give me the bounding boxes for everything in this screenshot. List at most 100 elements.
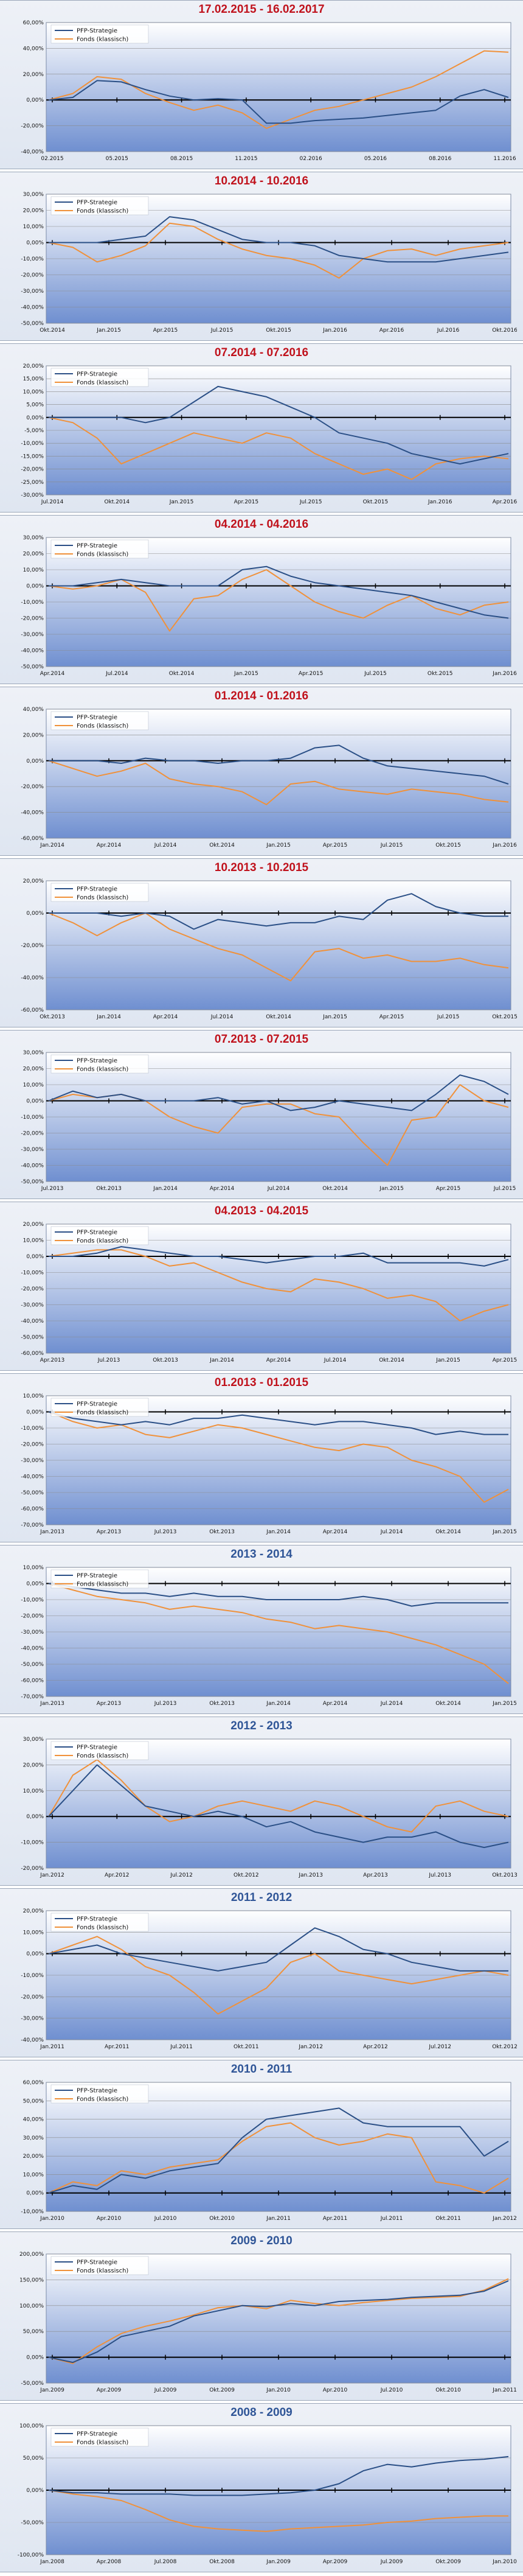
chart-title: 2013 - 2014 bbox=[230, 1548, 293, 1561]
series-line-fonds bbox=[48, 1583, 509, 1684]
x-tick-label: Jan.2014 bbox=[266, 1529, 291, 1535]
y-tick-label: -60,00% bbox=[21, 1007, 44, 1013]
y-tick-label: 150,00% bbox=[19, 2277, 44, 2283]
x-tick-label: Jan.2009 bbox=[40, 2387, 64, 2393]
y-tick-label: 5,00% bbox=[26, 402, 44, 408]
y-tick-label: -50,00% bbox=[21, 321, 44, 327]
x-tick-label: 11.2016 bbox=[493, 156, 516, 162]
chart-panel: 2013 - 2014 10,00% 0,00% -10,00% -20,00% -30,… bbox=[0, 1545, 523, 1714]
y-tick-label: -20,00% bbox=[21, 784, 44, 790]
x-tick-label: Apr.2011 bbox=[105, 2044, 130, 2050]
x-tick-label: Okt.2015 bbox=[492, 1014, 517, 1020]
y-tick-label: -20,00% bbox=[21, 1442, 44, 1448]
y-tick-label: -40,00% bbox=[21, 2037, 44, 2043]
y-tick-label: 0,00% bbox=[26, 2355, 44, 2361]
legend-label: Fonds (klassisch) bbox=[77, 2440, 128, 2446]
legend-label: Fonds (klassisch) bbox=[77, 723, 128, 730]
chart-title: 17.02.2015 - 16.02.2017 bbox=[198, 3, 325, 16]
legend-label: PFP-Strategie bbox=[77, 715, 117, 721]
legend-box bbox=[50, 368, 149, 387]
chart-panel: 01.2014 - 01.2016 40,00% 20,00% 0,00% -20,00… bbox=[0, 687, 523, 856]
legend-box bbox=[50, 24, 149, 44]
y-tick-label: 20,00% bbox=[23, 732, 44, 738]
legend-label: Fonds (klassisch) bbox=[77, 2268, 128, 2275]
series-line-fonds bbox=[48, 1249, 509, 1321]
x-tick-label: Jan.2014 bbox=[40, 842, 64, 849]
x-tick-label: Apr.2015 bbox=[153, 327, 178, 334]
x-tick-label: Jan.2009 bbox=[266, 2559, 291, 2565]
chart-panel: 2009 - 2010 200,00% 150,00% 100,00% 50,00% 0,… bbox=[0, 2231, 523, 2401]
series-line-fonds bbox=[48, 1759, 509, 1833]
series-line-fonds bbox=[48, 2122, 509, 2194]
legend-box bbox=[50, 711, 149, 730]
x-tick-label: Okt.2011 bbox=[234, 2044, 259, 2050]
x-tick-label: Jul.2013 bbox=[41, 1186, 64, 1192]
x-tick-label: Apr.2014 bbox=[266, 1357, 291, 1363]
x-tick-label: Okt.2009 bbox=[209, 2387, 235, 2393]
x-tick-label: Apr.2013 bbox=[363, 1872, 388, 1878]
series-line-pfp bbox=[48, 2455, 509, 2496]
x-tick-label: Jul.2010 bbox=[154, 2216, 177, 2222]
series-line-pfp bbox=[49, 216, 509, 263]
series-line-pfp bbox=[48, 2280, 509, 2364]
x-tick-label: 08.2016 bbox=[429, 156, 451, 162]
plot-area bbox=[46, 1738, 511, 1869]
x-tick-label: Jan.2014 bbox=[209, 1357, 234, 1363]
legend-label: Fonds (klassisch) bbox=[77, 1581, 128, 1588]
x-tick-label: Apr.2009 bbox=[323, 2559, 348, 2565]
y-tick-label: 20,00% bbox=[23, 2154, 44, 2160]
y-tick-label: 20,00% bbox=[23, 1222, 44, 1228]
chart-panel: 17.02.2015 - 16.02.2017 60,00% 40,00% 20,00… bbox=[0, 0, 523, 169]
series-line-pfp bbox=[48, 1764, 509, 1849]
x-tick-label: Jul.2015 bbox=[299, 499, 322, 505]
chart-title: 10.2013 - 10.2015 bbox=[214, 861, 309, 874]
legend: PFP-Strategie Fonds (klassisch) bbox=[50, 711, 149, 730]
y-tick-label: 0,00% bbox=[26, 2488, 44, 2494]
series-line-fonds bbox=[48, 912, 509, 982]
chart-title: 07.2013 - 07.2015 bbox=[214, 1033, 309, 1046]
y-tick-label: -10,00% bbox=[21, 1426, 44, 1432]
x-tick-label: Apr.2012 bbox=[105, 1872, 130, 1878]
y-tick-label: -30,00% bbox=[21, 2016, 44, 2022]
legend-label: Fonds (klassisch) bbox=[77, 1410, 128, 1416]
x-tick-label: Okt.2014 bbox=[104, 499, 130, 505]
y-tick-label: -70,00% bbox=[21, 1694, 44, 1700]
chart-title: 07.2014 - 07.2016 bbox=[214, 346, 309, 359]
legend-label: Fonds (klassisch) bbox=[77, 551, 128, 558]
x-tick-label: Jul.2012 bbox=[428, 2044, 451, 2050]
x-tick-label: Jan.2013 bbox=[298, 1872, 323, 1878]
y-tick-label: 20,00% bbox=[23, 363, 44, 369]
y-tick-label: -10,00% bbox=[21, 256, 44, 262]
legend-label: PFP-Strategie bbox=[77, 200, 117, 206]
x-tick-label: Jul.2015 bbox=[364, 671, 387, 677]
y-tick-label: -20,00% bbox=[21, 1286, 44, 1292]
x-tick-label: Jan.2010 bbox=[492, 2559, 517, 2565]
x-tick-label: Okt.2012 bbox=[234, 1872, 259, 1878]
series-line-pfp bbox=[48, 1927, 508, 1972]
x-tick-label: Jul.2015 bbox=[437, 1014, 460, 1020]
x-tick-label: Jul.2014 bbox=[380, 1701, 403, 1707]
x-tick-label: Apr.2014 bbox=[97, 842, 122, 849]
line-chart: 30,00%20,00%10,00%0,00%-10,00%-20,00%Jan… bbox=[21, 1737, 517, 1878]
x-tick-label: Apr.2015 bbox=[436, 1186, 461, 1192]
x-tick-label: Okt.2014 bbox=[169, 671, 195, 677]
chart-title: 2008 - 2009 bbox=[230, 2406, 293, 2419]
series-line-fonds bbox=[48, 2490, 508, 2532]
legend-box bbox=[50, 196, 149, 215]
y-tick-label: -50,00% bbox=[21, 2381, 44, 2387]
legend-label: Fonds (klassisch) bbox=[77, 895, 128, 901]
y-tick-label: -20,00% bbox=[21, 467, 44, 473]
legend-label: PFP-Strategie bbox=[77, 1916, 117, 1923]
x-tick-label: Jul.2011 bbox=[170, 2044, 193, 2050]
plot-area bbox=[46, 709, 511, 839]
series-line-fonds bbox=[48, 1936, 509, 2015]
chart-panel: 01.2013 - 01.2015 10,00% 0,00% -10,00% -20,0… bbox=[0, 1373, 523, 1542]
y-tick-label: 0,00% bbox=[26, 1099, 44, 1105]
x-tick-label: Jan.2015 bbox=[234, 671, 258, 677]
legend-label: PFP-Strategie bbox=[77, 543, 117, 550]
x-tick-label: 05.2015 bbox=[106, 156, 128, 162]
y-tick-label: 30,00% bbox=[23, 192, 44, 198]
x-tick-label: Jan.2015 bbox=[169, 499, 194, 505]
x-tick-label: Okt.2013 bbox=[40, 1014, 65, 1020]
